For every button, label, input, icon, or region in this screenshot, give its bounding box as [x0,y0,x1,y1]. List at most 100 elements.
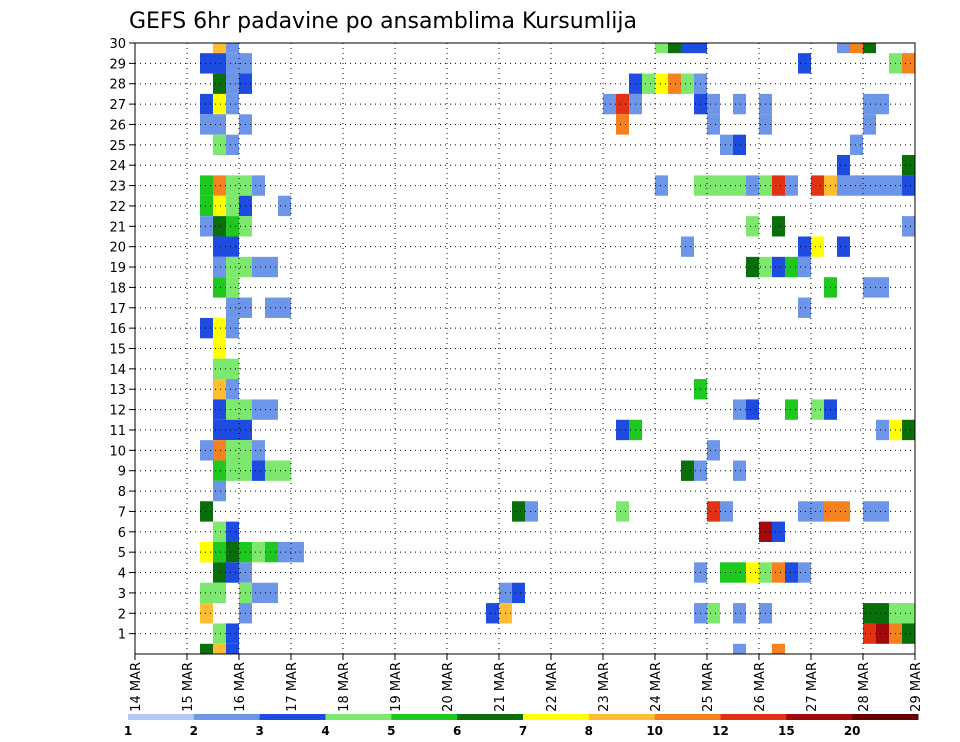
heatmap-cell [876,277,889,298]
heatmap-cell [902,419,915,441]
x-tick-label: 18 MAR [337,662,352,712]
heatmap-cell [200,216,213,237]
y-tick-label: 14 [109,363,126,378]
y-tick-label: 15 [109,343,126,358]
heatmap-cell [200,114,213,135]
heatmap-cell [213,216,226,237]
heatmap-cell [226,399,239,420]
heatmap-cell [213,53,226,74]
heatmap-cell [811,399,824,420]
heatmap-cell [486,603,499,624]
heatmap-cell [785,399,798,420]
heatmap-cell [863,277,876,298]
heatmap-cell [772,175,785,196]
heatmap-cell [200,501,213,522]
y-tick-label: 19 [109,261,126,276]
legend-label: 4 [321,724,329,738]
heatmap-cell [213,175,226,196]
heatmap-cell [252,582,265,604]
heatmap-cell [213,317,226,339]
heatmap-cell [720,175,733,196]
heatmap-cell [681,460,694,481]
x-tick-label: 14 MAR [129,662,144,712]
x-tick-label: 27 MAR [805,662,820,712]
heatmap-cell [616,419,629,441]
heatmap-cell [265,582,278,604]
heatmap-cell [668,73,681,94]
heatmap-cell [213,256,226,278]
heatmap-cell [603,93,616,115]
heatmap-cell [876,623,889,644]
heatmap-cell [850,134,863,156]
heatmap-cell [226,317,239,339]
y-tick-label: 20 [109,241,126,256]
legend-label: 20 [844,724,861,738]
heatmap-cell [200,175,213,196]
y-tick-label: 23 [109,180,126,195]
heatmap-cell [811,236,824,257]
heatmap-cell [213,480,226,502]
heatmap-cell [733,175,746,196]
heatmap-cell [733,603,746,624]
y-tick-label: 6 [118,526,126,541]
heatmap-cell [785,562,798,583]
heatmap-cell [200,603,213,624]
heatmap-cell [707,440,720,461]
x-tick-label: 28 MAR [857,662,872,712]
y-tick-label: 25 [109,139,126,154]
heatmap-cell [200,643,213,654]
heatmap-cell [772,643,785,654]
heatmap-cell [707,93,720,115]
heatmap-cell [213,460,226,481]
heatmap-cell [720,134,733,156]
legend-swatch [391,714,458,720]
heatmap-cell [200,541,213,563]
heatmap-cell [226,236,239,257]
heatmap-cell [642,73,655,94]
heatmap-cell [772,521,785,542]
heatmap-cell [265,460,278,481]
x-axis: 14 MAR 15 MAR 16 MAR 17 MAR 18 MAR 19 MAR 20 M… [129,654,924,712]
y-tick-label: 26 [109,118,126,133]
heatmap-cell [226,643,239,654]
heatmap-cell [707,501,720,522]
heatmap-cell [863,93,876,115]
heatmap-cell [655,73,668,94]
legend-swatch [786,714,853,720]
heatmap-cell [798,501,811,522]
heatmap-cell [707,114,720,135]
x-tick-label: 20 MAR [441,662,456,712]
heatmap-cell [226,256,239,278]
heatmap-cell [291,541,304,563]
heatmap-cell [213,358,226,380]
x-tick-label: 29 MAR [909,662,924,712]
legend-swatch [193,714,261,720]
heatmap-cell [681,73,694,94]
heatmap-cell [694,43,707,54]
heatmap-cell [226,195,239,217]
heatmap-cell [226,297,239,318]
heatmap-cell [226,521,239,542]
x-tick-label: 22 MAR [545,662,560,712]
heatmap-cell [252,399,265,420]
heatmap-cell [226,73,239,94]
cells-layer [200,43,915,654]
heatmap-cell [252,256,265,278]
y-tick-label: 22 [109,200,126,215]
heatmap-cell [772,256,785,278]
heatmap-cell [668,43,681,54]
heatmap-cell [213,134,226,156]
x-tick-label: 17 MAR [285,662,300,712]
legend-swatch [457,714,524,720]
heatmap-cell [200,317,213,339]
heatmap-cell [785,175,798,196]
heatmap-cell [200,195,213,217]
y-tick-label: 24 [109,159,126,174]
y-tick-label: 16 [109,322,126,337]
y-tick-label: 13 [109,383,126,398]
y-tick-label: 3 [118,587,126,602]
heatmap-cell [226,358,239,380]
heatmap-cell [746,216,759,237]
heatmap-cell [213,399,226,420]
heatmap-cell [213,379,226,400]
